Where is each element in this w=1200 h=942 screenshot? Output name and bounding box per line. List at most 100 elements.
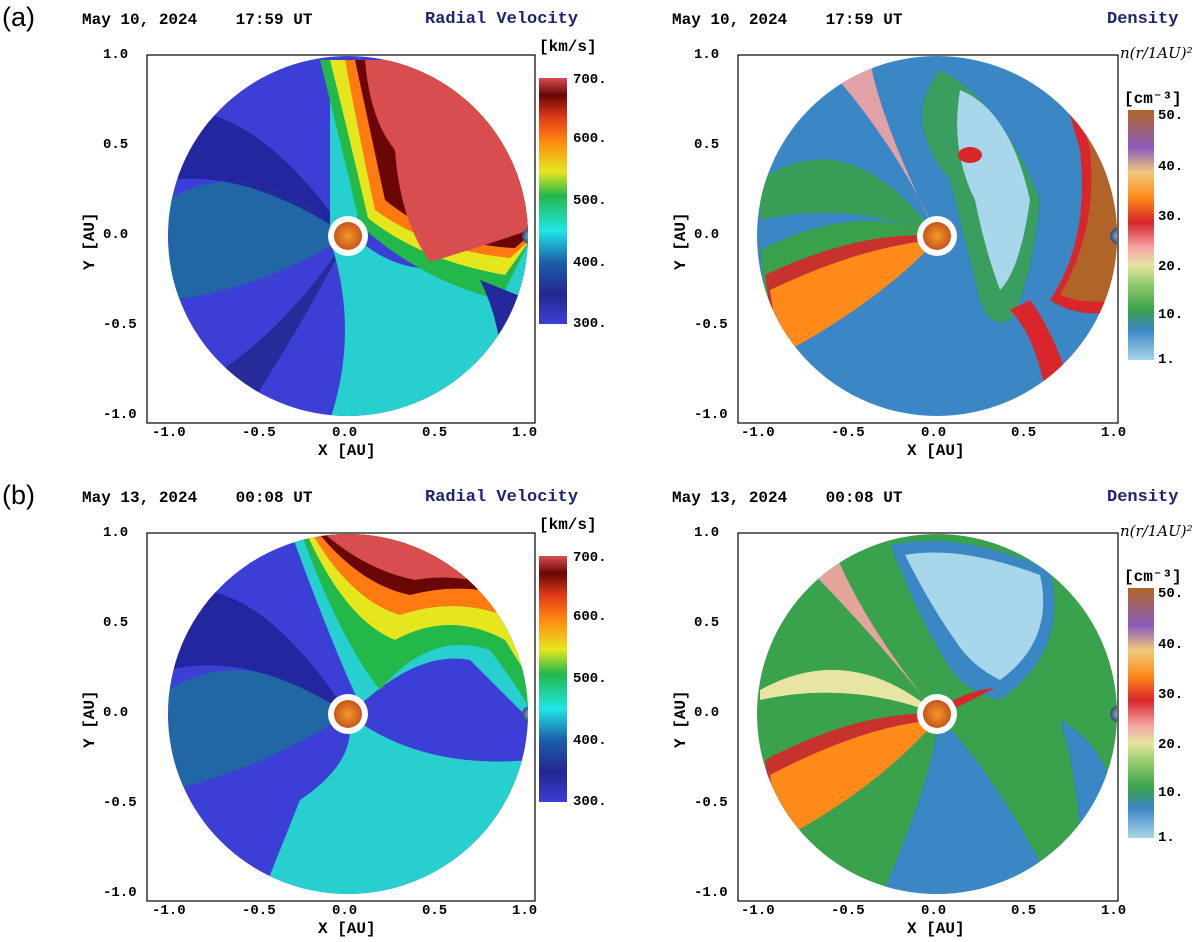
panel-a-density-date: May 10, 2024 17:59 UT	[672, 11, 903, 29]
panel-a-velocity-unit: [km/s]	[539, 38, 597, 56]
cb-label: 400.	[573, 255, 607, 271]
panel-b-density	[737, 532, 1154, 902]
cb-label: 700.	[573, 72, 607, 88]
x-tick-label: -1.0	[152, 903, 186, 919]
y-axis-label: Y [AU]	[81, 212, 99, 270]
y-tick-label: 0.0	[103, 227, 129, 243]
y-tick-label: 0.0	[694, 705, 720, 721]
x-tick-label: 1.0	[512, 425, 538, 441]
panel-a-density-title: Density	[1107, 10, 1179, 29]
y-tick-label: -1.0	[103, 885, 137, 901]
panel-b-density-title: Density	[1107, 488, 1179, 507]
cb-label: 30.	[1158, 687, 1184, 703]
earth-icon	[522, 228, 528, 244]
x-tick-label: 0.5	[422, 425, 448, 441]
panel-b-velocity-unit: [km/s]	[539, 516, 597, 534]
density-map	[757, 534, 1117, 894]
cb-label: 500.	[573, 193, 607, 209]
x-tick-label: 1.0	[1101, 425, 1127, 441]
y-tick-label: -0.5	[103, 795, 137, 811]
plot-frame	[737, 54, 1119, 424]
cb-label: 700.	[573, 550, 607, 566]
cb-label: 40.	[1158, 159, 1184, 175]
cb-label: 10.	[1158, 307, 1184, 323]
cb-label: 300.	[573, 316, 607, 332]
x-tick-label: 0.5	[1011, 425, 1037, 441]
panel-a-velocity-date: May 10, 2024 17:59 UT	[82, 11, 313, 29]
panel-a-velocity-title: Radial Velocity	[425, 10, 579, 29]
cb-label: 50.	[1158, 586, 1184, 602]
x-axis-label: X [AU]	[907, 442, 965, 460]
y-tick-label: -1.0	[103, 407, 137, 423]
y-tick-label: 0.0	[694, 227, 720, 243]
velocity-colorbar	[539, 556, 567, 802]
x-tick-label: -1.0	[152, 425, 186, 441]
sun-icon	[334, 700, 362, 728]
cb-label: 300.	[573, 794, 607, 810]
y-tick-label: 0.5	[103, 615, 129, 631]
x-tick-label: -1.0	[741, 425, 775, 441]
x-axis-label: X [AU]	[907, 920, 965, 938]
plot-frame	[737, 532, 1119, 902]
x-tick-label: 0.5	[422, 903, 448, 919]
panel-label-a: (a)	[2, 2, 35, 32]
panel-b-velocity	[146, 532, 567, 902]
x-tick-label: 1.0	[1101, 903, 1127, 919]
x-tick-label: -1.0	[741, 903, 775, 919]
panel-a-density	[737, 54, 1154, 424]
cb-label: 400.	[573, 733, 607, 749]
y-tick-label: 1.0	[694, 525, 720, 541]
panel-b-velocity-title: Radial Velocity	[425, 488, 579, 507]
panel-a-density-unit: [cm⁻³]	[1124, 90, 1182, 108]
x-axis-label: X [AU]	[318, 442, 376, 460]
x-tick-label: 0.0	[332, 903, 358, 919]
plot-frame	[146, 532, 536, 902]
cb-label: 600.	[573, 609, 607, 625]
panel-b-density-unit: [cm⁻³]	[1124, 568, 1182, 586]
x-axis-label: X [AU]	[318, 920, 376, 938]
x-tick-label: 0.5	[1011, 903, 1037, 919]
velocity-map	[168, 56, 528, 416]
earth-icon	[1110, 228, 1117, 244]
cb-label: 600.	[573, 131, 607, 147]
plot-frame	[146, 54, 536, 424]
x-tick-label: 0.0	[921, 903, 947, 919]
density-colorbar	[1128, 110, 1154, 360]
y-tick-label: -0.5	[103, 317, 137, 333]
y-tick-label: 0.5	[694, 615, 720, 631]
sun-icon	[923, 222, 951, 250]
x-tick-label: -0.5	[242, 903, 276, 919]
cb-label: 30.	[1158, 209, 1184, 225]
earth-icon	[522, 706, 528, 722]
velocity-colorbar	[539, 78, 567, 324]
y-tick-label: 0.5	[694, 137, 720, 153]
sun-icon	[334, 222, 362, 250]
cb-label: 1.	[1158, 830, 1175, 846]
cb-label: 500.	[573, 671, 607, 687]
y-tick-label: 1.0	[694, 47, 720, 63]
panel-b-velocity-date: May 13, 2024 00:08 UT	[82, 489, 313, 507]
y-tick-label: 1.0	[103, 525, 129, 541]
y-tick-label: -1.0	[694, 407, 728, 423]
y-axis-label: Y [AU]	[81, 690, 99, 748]
y-axis-label: Y [AU]	[672, 212, 690, 270]
density-colorbar	[1128, 588, 1154, 838]
cb-label: 50.	[1158, 108, 1184, 124]
velocity-map	[168, 534, 528, 894]
earth-icon	[1110, 706, 1117, 722]
y-tick-label: 0.5	[103, 137, 129, 153]
panel-label-b: (b)	[2, 480, 35, 510]
y-tick-label: 1.0	[103, 47, 129, 63]
x-tick-label: 0.0	[921, 425, 947, 441]
cb-label: 10.	[1158, 785, 1184, 801]
panel-a-density-expression: n(r/1AU)²	[1120, 44, 1193, 62]
y-tick-label: -0.5	[694, 317, 728, 333]
x-tick-label: -0.5	[831, 903, 865, 919]
x-tick-label: 1.0	[512, 903, 538, 919]
y-tick-label: 0.0	[103, 705, 129, 721]
y-axis-label: Y [AU]	[672, 690, 690, 748]
cb-label: 20.	[1158, 737, 1184, 753]
cb-label: 1.	[1158, 352, 1175, 368]
y-tick-label: -0.5	[694, 795, 728, 811]
